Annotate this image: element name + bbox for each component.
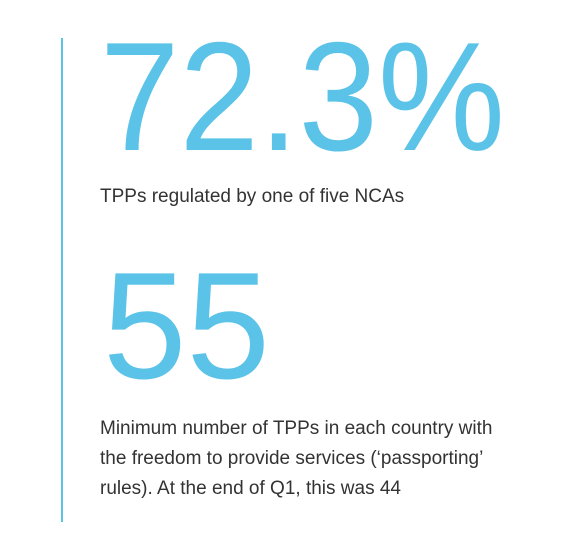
stat-value-graphic: 55 — [103, 241, 270, 411]
stat-label: TPPs regulated by one of five NCAs — [100, 186, 405, 207]
stat-value: 55 — [103, 241, 270, 411]
stat-value: 72.3% — [100, 10, 505, 183]
stat-label: Minimum number of TPPs in each country w… — [100, 418, 493, 499]
accent-rule — [61, 38, 63, 522]
stat-value-graphic: 72.3% — [100, 10, 505, 183]
